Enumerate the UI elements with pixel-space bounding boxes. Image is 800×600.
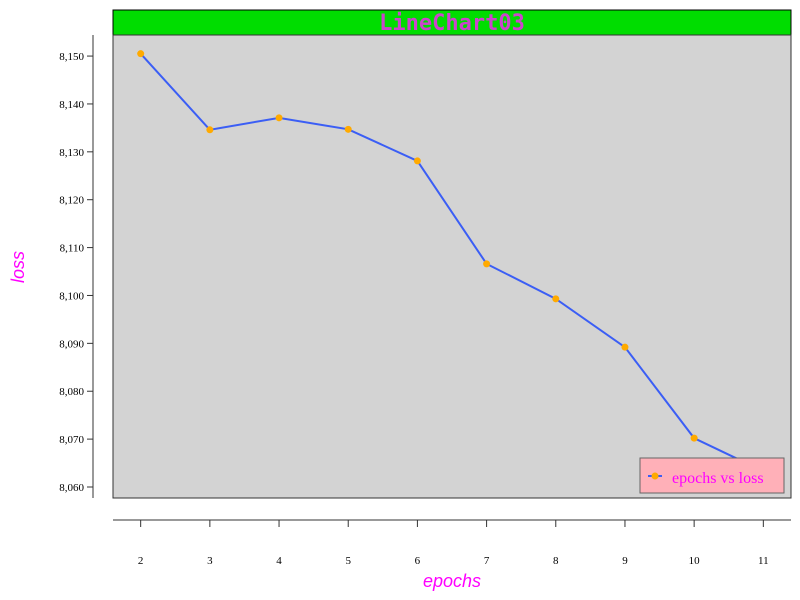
- chart-title: LineChart03: [379, 11, 525, 36]
- legend-label: epochs vs loss: [672, 470, 764, 487]
- data-point: [621, 343, 629, 351]
- data-point: [690, 434, 698, 442]
- y-axis-title: loss: [8, 251, 28, 283]
- data-point: [137, 50, 145, 58]
- y-tick-label: 8,120: [59, 195, 84, 207]
- y-axis-ticks: 8,060 8,070 8,080 8,090 8,100 8,110 8,120 8,130…: [59, 51, 93, 494]
- data-point: [344, 125, 352, 133]
- x-axis-ticks: 2 3 4 5 6 7 8 9 10 11: [138, 520, 769, 567]
- legend-marker-swatch: [651, 472, 659, 480]
- chart-title-band: [112, 9, 792, 36]
- y-tick-label: 8,140: [59, 99, 84, 111]
- x-tick-label: 6: [415, 555, 421, 567]
- x-axis-title: epochs: [423, 571, 481, 591]
- data-point: [552, 295, 560, 303]
- y-tick-label: 8,090: [59, 338, 84, 350]
- x-tick-label: 5: [345, 555, 351, 567]
- y-tick-label: 8,150: [59, 51, 84, 63]
- x-tick-label: 4: [276, 555, 282, 567]
- y-tick-label: 8,130: [59, 147, 84, 159]
- y-tick-label: 8,080: [59, 386, 84, 398]
- y-tick-label: 8,110: [60, 243, 85, 255]
- plot-area: [112, 34, 792, 499]
- x-tick-label: 10: [689, 555, 701, 567]
- x-tick-label: 11: [758, 555, 769, 567]
- data-point: [483, 260, 491, 268]
- x-tick-label: 7: [484, 555, 490, 567]
- legend-box: [639, 457, 785, 494]
- x-tick-label: 3: [207, 555, 213, 567]
- data-point: [413, 157, 421, 165]
- series-line: [139, 53, 764, 473]
- y-tick-label: 8,060: [59, 482, 84, 494]
- data-point: [275, 114, 283, 122]
- x-tick-label: 2: [138, 555, 144, 567]
- series-layer: [137, 50, 767, 475]
- x-tick-label: 8: [553, 555, 559, 567]
- y-tick-label: 8,070: [59, 434, 84, 446]
- legend: epochs vs loss: [639, 457, 785, 494]
- data-point: [206, 126, 214, 134]
- y-tick-label: 8,100: [59, 290, 84, 302]
- x-tick-label: 9: [622, 555, 628, 567]
